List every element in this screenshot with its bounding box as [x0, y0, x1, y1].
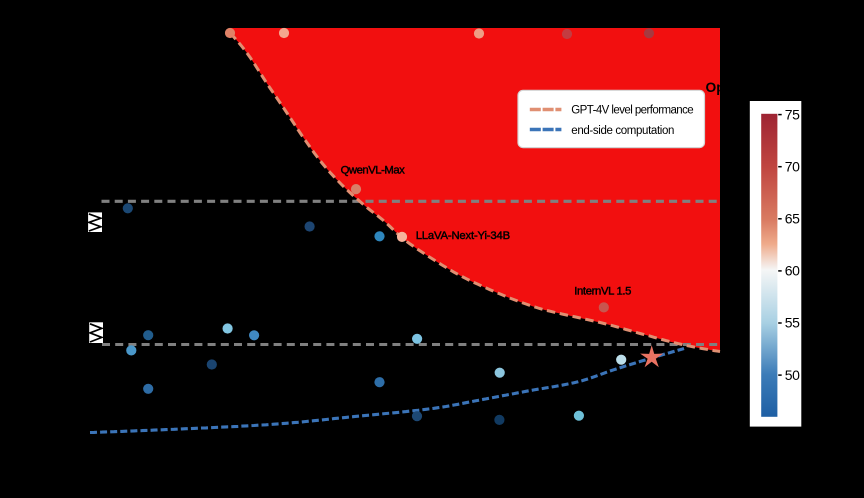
- svg-text:60: 60: [785, 263, 800, 279]
- svg-text:InternVL 1.5: InternVL 1.5: [574, 286, 631, 298]
- svg-text:end-side computation: end-side computation: [571, 125, 674, 137]
- svg-text:50: 50: [785, 367, 800, 383]
- svg-text:55: 55: [785, 315, 800, 331]
- svg-text:LLaVA-Next-Yi-34B: LLaVA-Next-Yi-34B: [416, 230, 510, 242]
- svg-text:70: 70: [785, 158, 800, 174]
- svg-text:GPT-4V level performance: GPT-4V level performance: [571, 104, 693, 116]
- svg-text:OpenCompass: OpenCompass: [706, 80, 804, 95]
- svg-text:65: 65: [785, 211, 800, 227]
- svg-text:75: 75: [785, 106, 800, 122]
- svg-text:QwenVL-Max: QwenVL-Max: [341, 164, 406, 176]
